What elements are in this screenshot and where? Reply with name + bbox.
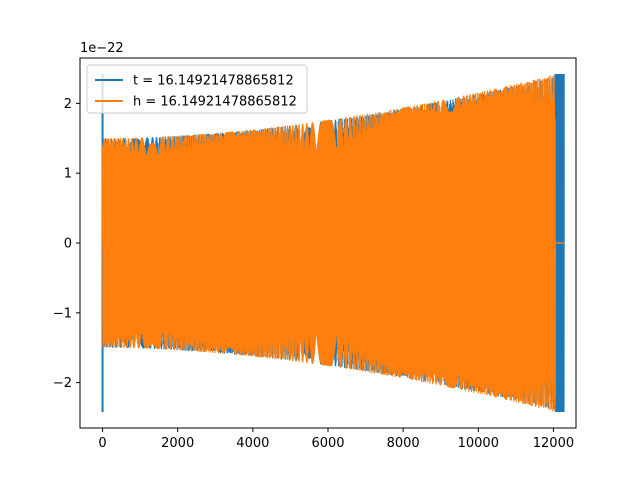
y-tick-label: −2: [53, 376, 72, 391]
legend-label: t = 16.14921478865812: [133, 74, 294, 89]
x-tick-label: 12000: [533, 436, 574, 451]
plot-area: [101, 74, 565, 412]
x-tick-label: 10000: [458, 436, 499, 451]
y-tick-label: 2: [64, 97, 72, 112]
legend-box: [86, 64, 308, 114]
x-tick-label: 4000: [236, 436, 269, 451]
y-tick-label: 1: [64, 167, 72, 182]
x-axis: 0 2000 4000 6000 8000 10000 12000: [98, 428, 574, 451]
legend-label: h = 16.14921478865812: [133, 95, 297, 110]
legend: t = 16.14921478865812 h = 16.149214788658…: [86, 64, 308, 114]
x-tick-label: 8000: [387, 436, 420, 451]
y-tick-label: −1: [53, 306, 72, 321]
x-tick-label: 0: [98, 436, 106, 451]
y-tick-label: 0: [64, 237, 72, 252]
series-h-line: [101, 75, 556, 412]
x-tick-label: 6000: [311, 436, 344, 451]
series-t-tail: [554, 74, 565, 412]
series-layer: [101, 74, 565, 412]
x-tick-label: 2000: [161, 436, 194, 451]
y-offset-label: 1e−22: [80, 41, 124, 56]
series-h: [101, 75, 564, 412]
y-axis: −2 −1 0 1 2: [53, 97, 80, 391]
